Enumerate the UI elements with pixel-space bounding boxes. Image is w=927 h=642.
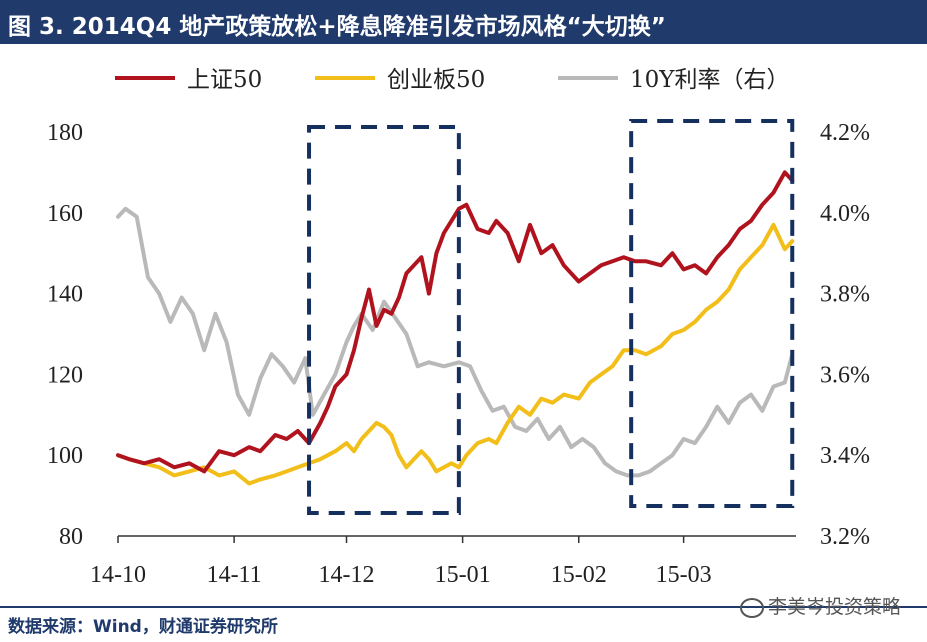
x-tick-label: 15-01	[435, 562, 491, 588]
y-right-tick-label: 3.2%	[820, 524, 870, 550]
y-left-tick-label: 100	[47, 443, 83, 469]
x-tick-label: 14-11	[207, 562, 262, 588]
source-note: 数据来源：Wind，财通证券研究所	[8, 617, 278, 637]
y-right-tick-label: 4.2%	[820, 120, 870, 146]
highlight-box	[307, 125, 461, 515]
y-left-tick-label: 140	[47, 282, 83, 308]
x-tick-label: 14-10	[90, 562, 146, 588]
series-line-cyb50	[116, 222, 795, 486]
series-line-y10	[116, 206, 795, 478]
legend-label: 上证50	[187, 67, 262, 93]
watermark: 李美岑投资策略	[739, 592, 901, 619]
wechat-icon	[739, 597, 764, 618]
chart-svg: 180 160 140 120 100 80 4.2% 4.0% 3.8% 3.6% 3.4% 3.2…	[47, 67, 870, 588]
x-tick-label: 14-12	[318, 562, 374, 588]
y-left-tick-label: 80	[59, 524, 83, 550]
y-right-tick-label: 4.0%	[820, 201, 870, 227]
y-right-tick-label: 3.6%	[820, 362, 870, 388]
footer-rule	[0, 606, 927, 608]
x-tick-label: 15-03	[656, 562, 712, 588]
y-left-tick-label: 120	[47, 362, 83, 388]
y-left-tick-label: 160	[47, 201, 83, 227]
x-tick-label: 15-02	[551, 562, 607, 588]
watermark-text: 李美岑投资策略	[767, 596, 901, 618]
highlight-box	[629, 119, 795, 508]
y-right-tick-label: 3.4%	[820, 443, 870, 469]
title-bar: 图 3. 2014Q4 地产政策放松+降息降准引发市场风格“大切换”	[0, 0, 927, 44]
series-line-sz50	[116, 170, 795, 474]
legend-label: 创业板50	[387, 67, 485, 93]
legend-label: 10Y利率（右）	[630, 67, 789, 93]
y-right-tick-label: 3.8%	[820, 282, 870, 308]
chart-title: 图 3. 2014Q4 地产政策放松+降息降准引发市场风格“大切换”	[8, 14, 666, 40]
y-left-tick-label: 180	[47, 120, 83, 146]
